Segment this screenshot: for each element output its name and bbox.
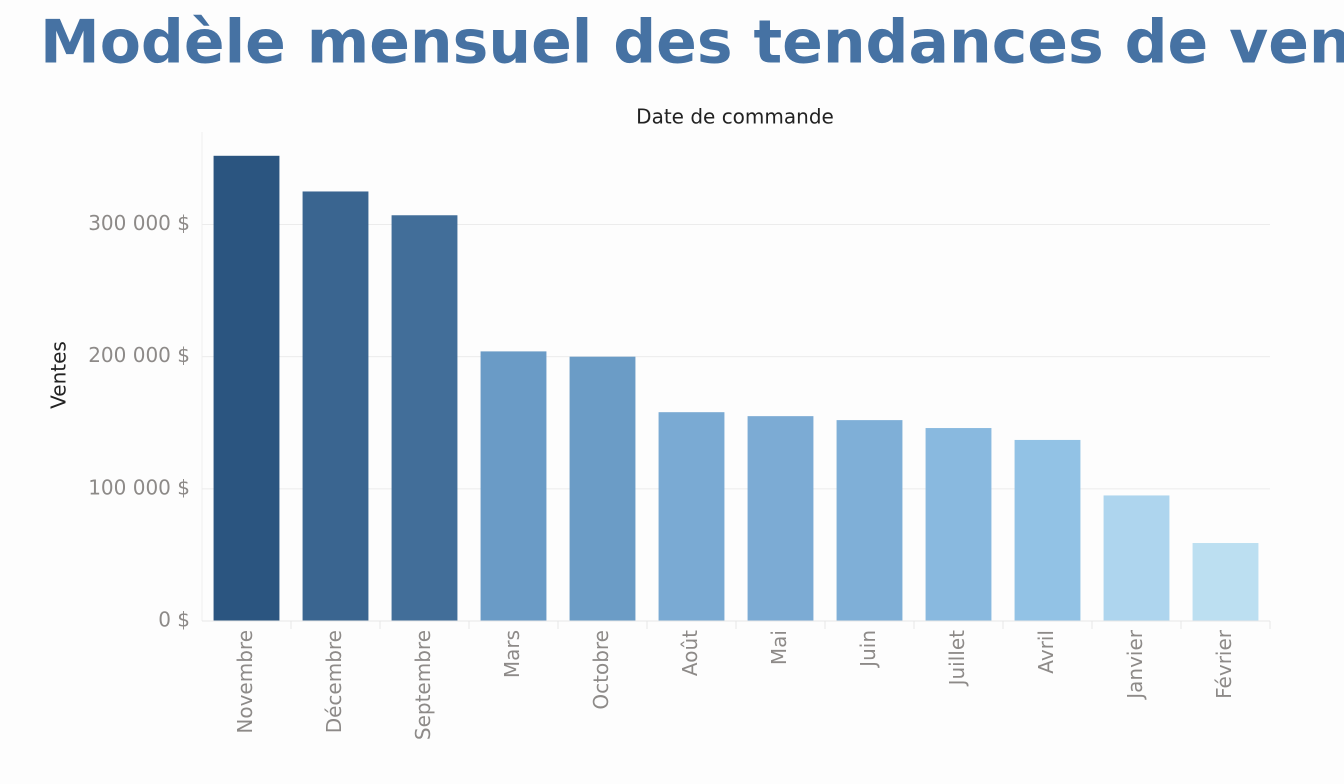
bar [302,191,369,622]
bar [747,416,814,621]
bar [925,428,992,621]
x-tick-label: Août [678,630,702,676]
x-tick-label: Mars [500,630,524,678]
x-tick-label: Avril [1034,630,1058,674]
x-tick-label: Janvier [1123,629,1147,701]
bar [213,155,280,621]
x-tick-label: Octobre [589,630,613,710]
x-tick-label: Septembre [411,630,435,740]
chart-title: Modèle mensuel des tendances de ventes [40,8,1344,78]
bar [1192,543,1259,621]
x-tick-label: Juillet [945,630,969,688]
bar [391,215,458,622]
x-tick-label: Juin [856,630,880,669]
x-tick-label: Mai [767,630,791,665]
bar [1014,439,1081,621]
y-tick-label: 0 $ [158,608,190,632]
x-tick-label: Décembre [322,630,346,733]
y-axis-title: Ventes [47,341,71,409]
bar [1103,495,1170,621]
bar [658,412,725,621]
bar [480,351,547,621]
bar [836,420,903,621]
x-tick-label: Février [1212,629,1236,699]
bar [569,356,636,621]
y-tick-label: 200 000 $ [88,343,190,367]
y-tick-label: 100 000 $ [88,475,190,499]
y-tick-label: 300 000 $ [88,211,190,235]
x-tick-label: Novembre [233,630,257,734]
x-axis-title: Date de commande [636,105,834,129]
